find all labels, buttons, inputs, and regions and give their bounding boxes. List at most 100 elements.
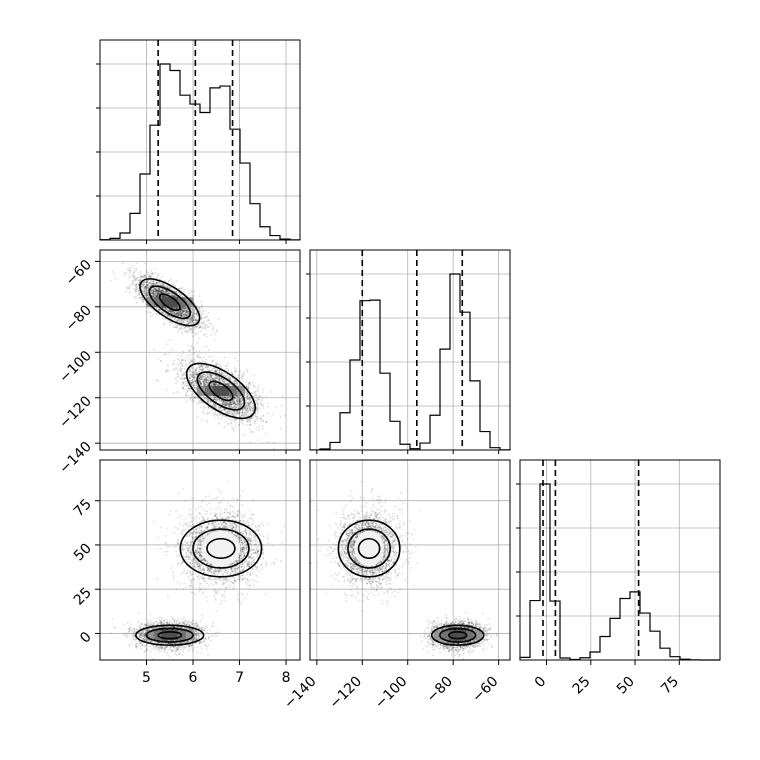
scatter-point	[216, 330, 219, 333]
scatter-point	[159, 288, 162, 291]
scatter-point	[204, 324, 207, 327]
scatter-point	[174, 323, 177, 326]
scatter-point	[234, 357, 236, 360]
scatter-point	[253, 421, 256, 424]
scatter-point	[157, 281, 159, 284]
scatter-point	[146, 294, 149, 297]
scatter-point	[170, 348, 173, 351]
scatter-point	[137, 283, 140, 286]
scatter-point	[154, 292, 157, 294]
scatter-point	[150, 292, 153, 295]
scatter-point	[205, 358, 207, 361]
scatter-point	[236, 400, 239, 403]
scatter-point	[173, 326, 176, 328]
scatter-point	[187, 322, 190, 325]
scatter-point	[175, 378, 178, 380]
scatter-point	[190, 327, 193, 330]
scatter-point	[140, 276, 143, 279]
scatter-point	[192, 309, 195, 311]
scatter-point	[173, 295, 176, 298]
scatter-point	[229, 413, 232, 416]
scatter-point	[193, 321, 196, 324]
scatter-point	[166, 286, 168, 288]
scatter-point	[154, 289, 157, 292]
scatter-point	[180, 355, 183, 358]
scatter-point	[192, 335, 195, 338]
scatter-point	[249, 431, 251, 433]
scatter-point	[176, 326, 179, 328]
scatter-point	[147, 286, 150, 289]
scatter-point	[220, 366, 223, 369]
scatter-point	[240, 402, 243, 405]
scatter-point	[254, 399, 257, 402]
scatter-point	[205, 412, 208, 415]
scatter-point	[185, 311, 188, 314]
scatter-point	[208, 325, 210, 328]
diag-panel-0	[96, 39, 301, 241]
scatter-point	[135, 284, 137, 286]
scatter-point	[210, 355, 213, 358]
scatter-point	[211, 369, 214, 372]
scatter-point	[165, 290, 168, 293]
scatter-point	[166, 290, 169, 293]
scatter-point	[143, 289, 146, 292]
scatter-point	[175, 290, 178, 293]
scatter-point	[234, 368, 237, 370]
scatter-point	[202, 312, 204, 315]
scatter-point	[192, 315, 195, 317]
scatter-point	[235, 382, 238, 385]
scatter-point	[179, 310, 182, 313]
scatter-point	[218, 364, 221, 367]
scatter-point	[190, 317, 192, 320]
scatter-point	[201, 305, 203, 307]
scatter-point	[175, 382, 177, 385]
scatter-point	[258, 407, 261, 410]
scatter-point	[174, 295, 177, 298]
scatter-point	[210, 334, 212, 337]
scatter-point	[188, 318, 191, 321]
scatter-point	[251, 402, 254, 405]
scatter-point	[170, 292, 173, 295]
scatter-point	[135, 277, 138, 280]
scatter-point	[161, 284, 164, 287]
scatter-point	[166, 286, 169, 289]
scatter-point	[262, 407, 265, 410]
scatter-point	[196, 314, 199, 317]
scatter-point	[257, 439, 260, 442]
scatter-point	[201, 326, 204, 329]
scatter-point	[233, 366, 236, 369]
scatter-point	[195, 312, 198, 315]
scatter-point	[185, 310, 187, 312]
scatter-point	[170, 309, 172, 312]
scatter-point	[143, 294, 146, 297]
scatter-point	[200, 419, 203, 422]
scatter-point	[189, 375, 192, 378]
scatter-point	[184, 306, 186, 309]
scatter-point	[158, 291, 161, 293]
scatter-point	[234, 371, 237, 374]
scatter-point	[186, 355, 189, 357]
scatter-point	[190, 318, 193, 321]
scatter-point	[138, 294, 141, 297]
scatter-point	[127, 287, 130, 290]
scatter-point	[181, 330, 184, 333]
scatter-point	[175, 314, 178, 316]
scatter-point	[157, 312, 160, 315]
scatter-point	[249, 417, 252, 420]
scatter-point	[208, 401, 211, 404]
scatter-point	[135, 301, 138, 304]
scatter-point	[142, 283, 145, 286]
scatter-point	[153, 293, 155, 296]
scatter-point	[177, 391, 179, 394]
scatter-point	[258, 385, 260, 387]
scatter-point	[181, 328, 184, 330]
scatter-point	[145, 281, 148, 284]
scatter-point	[166, 308, 169, 311]
scatter-point	[129, 269, 132, 272]
scatter-point	[236, 359, 239, 362]
scatter-point	[182, 311, 185, 314]
scatter-point	[261, 427, 264, 430]
scatter-point	[168, 280, 170, 283]
scatter-point	[160, 291, 162, 294]
scatter-point	[230, 422, 233, 425]
